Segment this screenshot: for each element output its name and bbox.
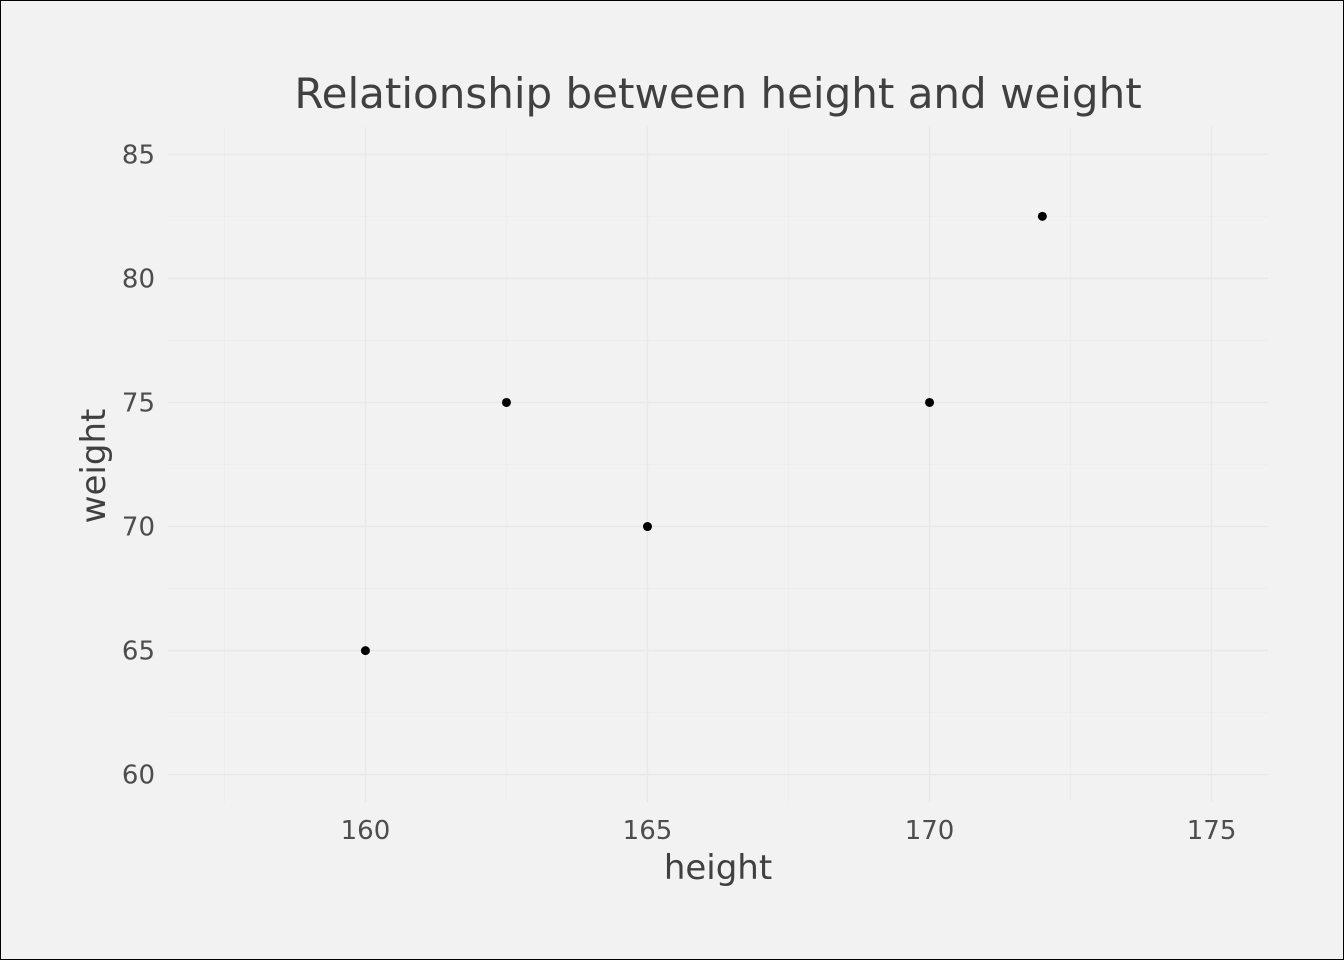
x-tick-label: 175 [1187,816,1237,846]
grid [168,127,1268,802]
x-tick-label: 170 [905,816,955,846]
scatter-point [360,646,370,656]
x-axis-ticks: 160 165 170 175 [341,816,1237,846]
x-axis-title: height [664,848,772,888]
x-tick-label: 165 [623,816,673,846]
data-points [360,211,1047,656]
y-tick-label: 65 [122,637,155,667]
y-tick-label: 85 [122,140,155,170]
y-tick-label: 80 [122,264,155,294]
y-tick-label: 75 [122,388,155,418]
chart-title: Relationship between height and weight [294,69,1141,118]
scatter-point [1037,211,1047,221]
scatter-point [925,397,935,407]
y-tick-label: 70 [122,513,155,543]
y-tick-label: 60 [122,761,155,791]
scatter-point [501,397,511,407]
y-axis-title: weight [74,409,114,524]
scatter-point [642,522,652,532]
y-axis-ticks: 60 65 70 75 80 85 [122,140,155,790]
x-tick-label: 160 [341,816,391,846]
